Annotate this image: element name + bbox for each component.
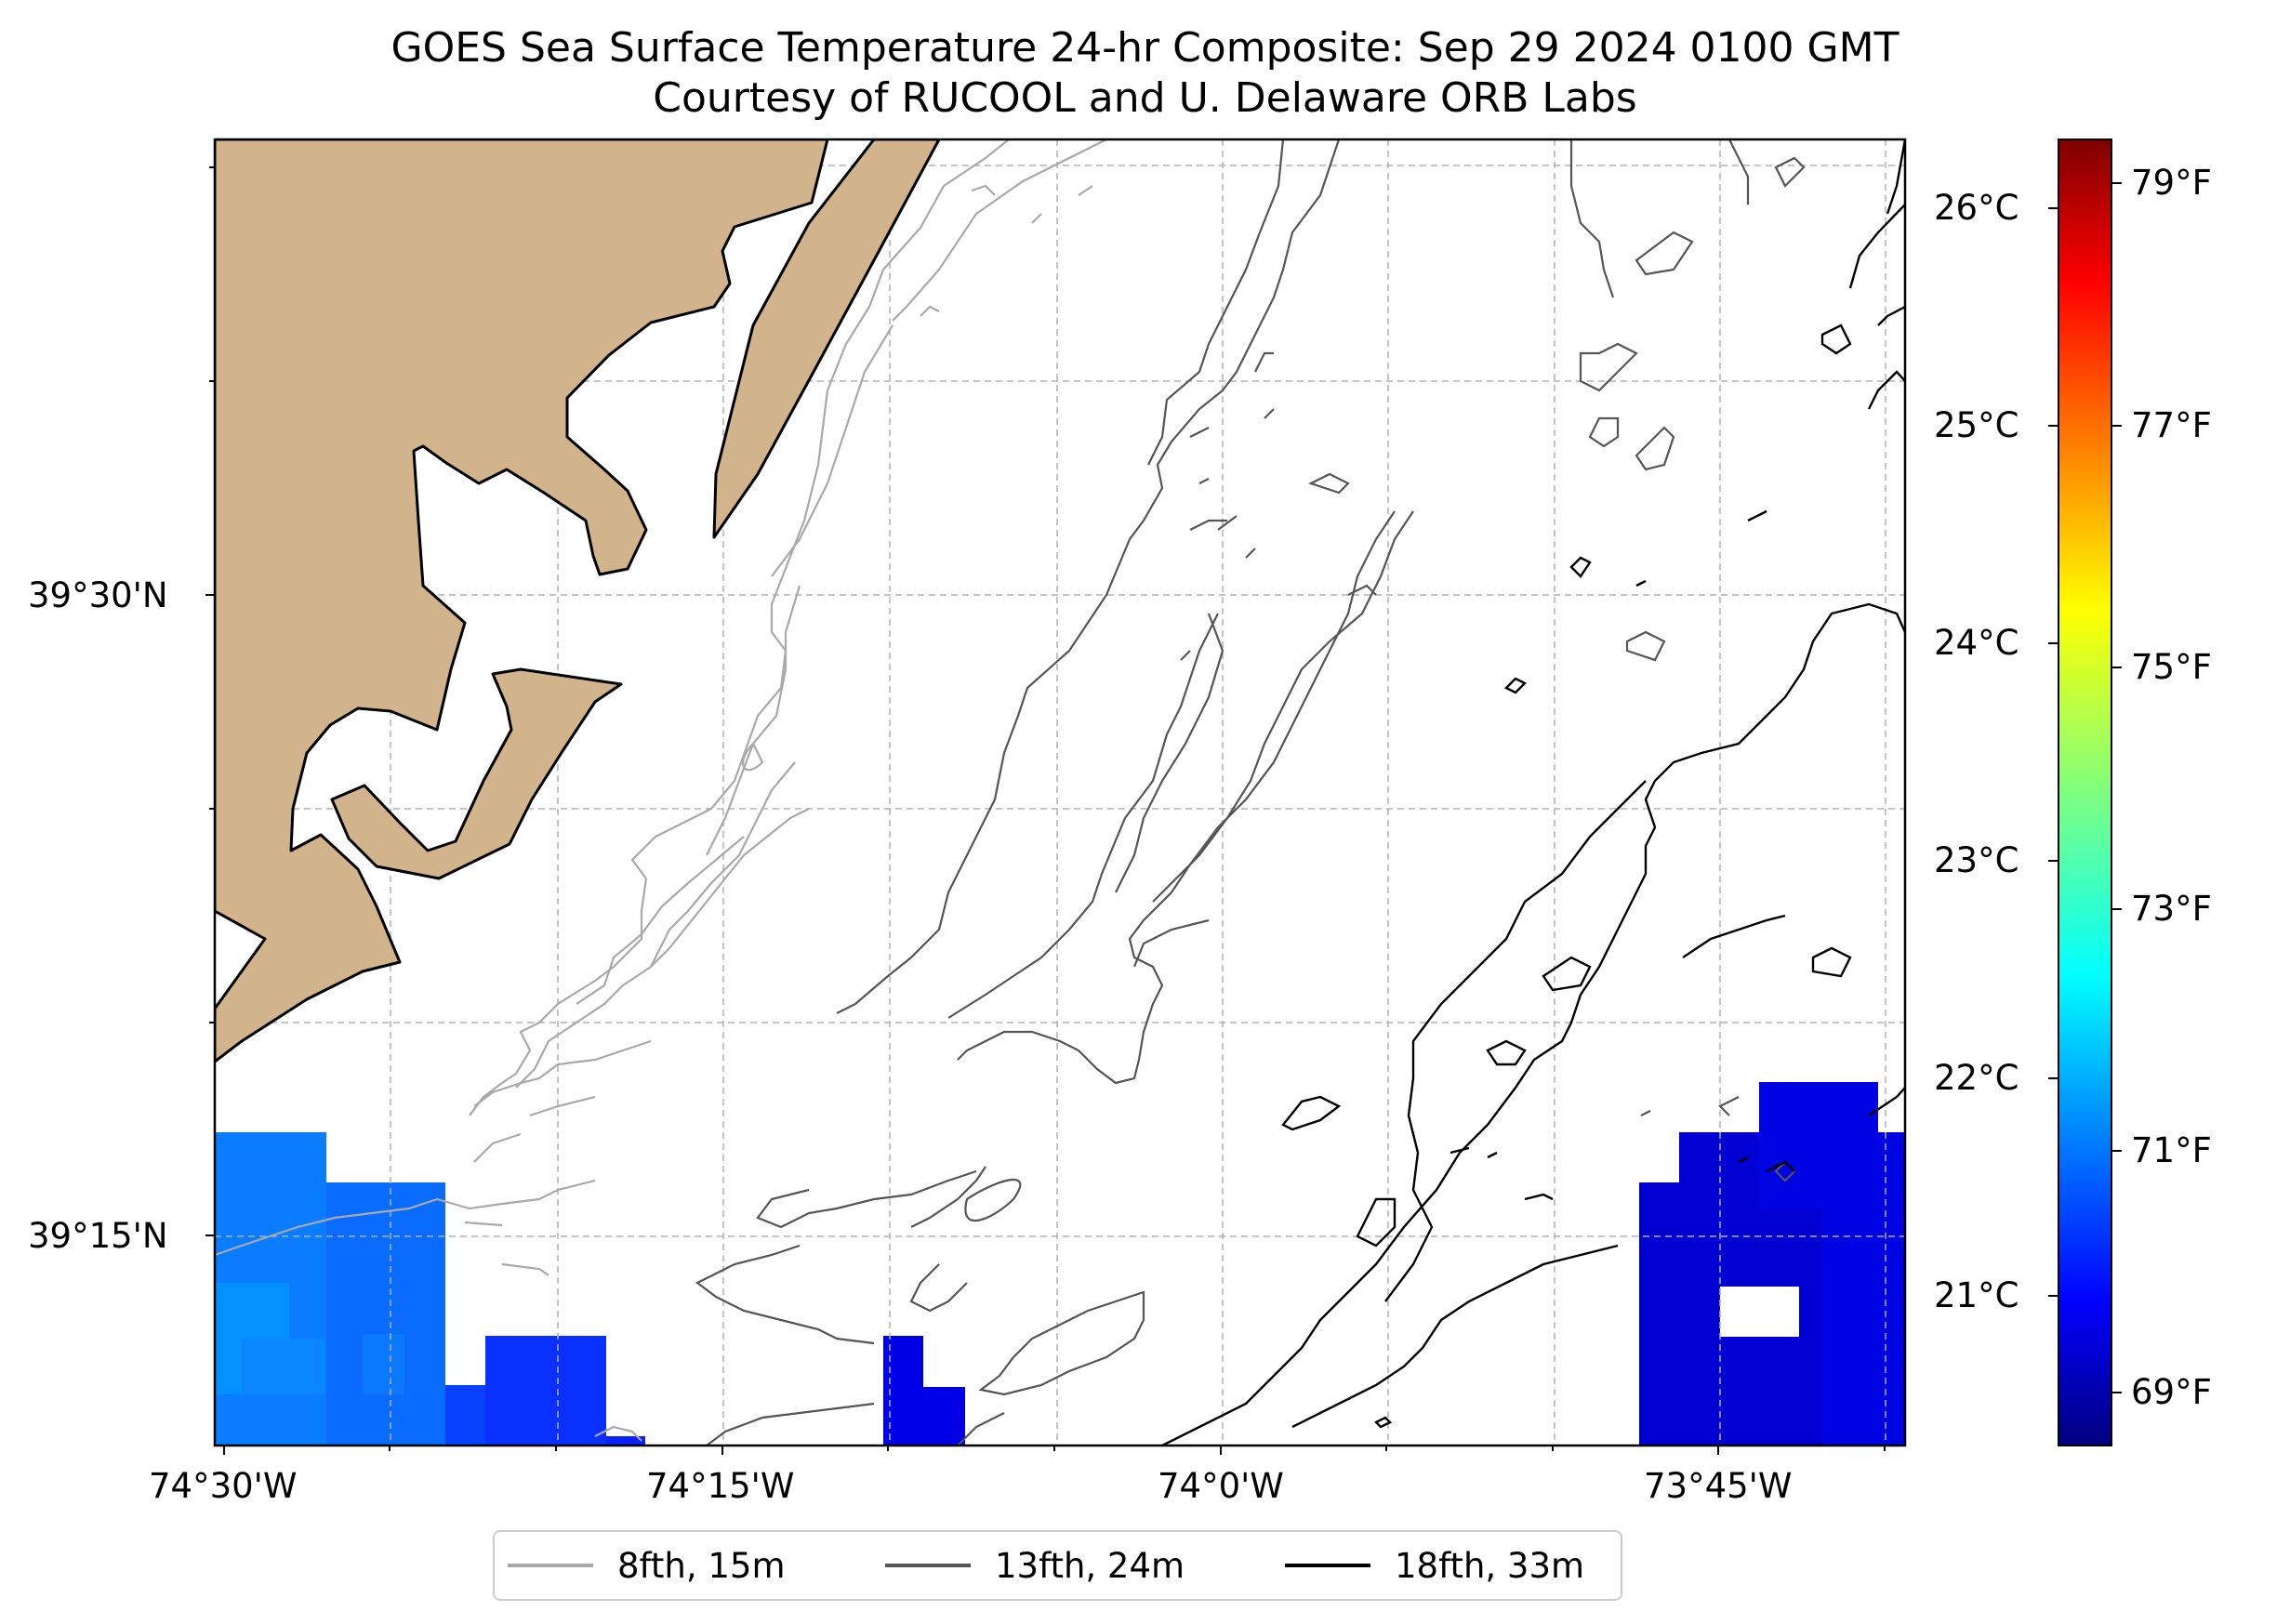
colorbar-fahrenheit-label: 75°F — [2131, 647, 2212, 687]
axis-ticks — [205, 166, 1886, 1455]
colorbar — [2058, 139, 2112, 1446]
legend-item-18fth: 18fth, 33m — [1285, 1532, 1584, 1599]
lon-label: 74°15'W — [646, 1466, 795, 1506]
legend: 8fth, 15m 13fth, 24m 18fth, 33m — [493, 1530, 1622, 1601]
lon-label: 73°45'W — [1644, 1466, 1793, 1506]
legend-swatch — [508, 1564, 593, 1567]
lon-label: 74°30'W — [149, 1466, 298, 1506]
legend-label: 18fth, 33m — [1395, 1545, 1585, 1586]
graticule — [215, 139, 1905, 1446]
sst-patch-southwest — [215, 1132, 645, 1446]
colorbar-celsius-label: 26°C — [1934, 188, 2019, 228]
legend-swatch — [1285, 1564, 1370, 1567]
sst-patch-south-central — [883, 1336, 965, 1446]
sst-patch-southeast — [1639, 1082, 1905, 1446]
lat-label: 39°30'N — [28, 575, 168, 615]
legend-label: 8fth, 15m — [617, 1545, 786, 1586]
colorbar-fahrenheit-label: 69°F — [2131, 1372, 2212, 1412]
colorbar-ticks — [2048, 182, 2122, 1393]
colorbar-fahrenheit-label: 71°F — [2131, 1130, 2212, 1170]
lat-label: 39°15'N — [28, 1216, 168, 1256]
colorbar-celsius-label: 22°C — [1934, 1058, 2019, 1098]
legend-label: 13fth, 24m — [995, 1545, 1185, 1586]
legend-item-13fth: 13fth, 24m — [885, 1532, 1185, 1599]
land — [215, 139, 941, 1063]
legend-item-8fth: 8fth, 15m — [508, 1532, 786, 1599]
colorbar-fahrenheit-label: 77°F — [2131, 405, 2212, 445]
colorbar-fahrenheit-label: 73°F — [2131, 889, 2212, 929]
colorbar-celsius-label: 24°C — [1934, 623, 2019, 663]
colorbar-celsius-label: 21°C — [1934, 1275, 2019, 1315]
colorbar-fahrenheit-label: 79°F — [2131, 163, 2212, 203]
contour-8fth — [215, 139, 1107, 1442]
contour-13fth — [695, 139, 1806, 1446]
map-title: GOES Sea Surface Temperature 24-hr Compo… — [390, 24, 1900, 72]
map-subtitle: Courtesy of RUCOOL and U. Delaware ORB L… — [653, 74, 1637, 122]
sst-gap — [1720, 1287, 1799, 1337]
contour-18fth — [1161, 139, 1905, 1446]
colorbar-celsius-label: 25°C — [1934, 405, 2019, 445]
map-frame — [213, 138, 1907, 1447]
colorbar-celsius-label: 23°C — [1934, 840, 2019, 880]
legend-swatch — [885, 1564, 971, 1567]
lon-label: 74°0'W — [1158, 1466, 1284, 1506]
